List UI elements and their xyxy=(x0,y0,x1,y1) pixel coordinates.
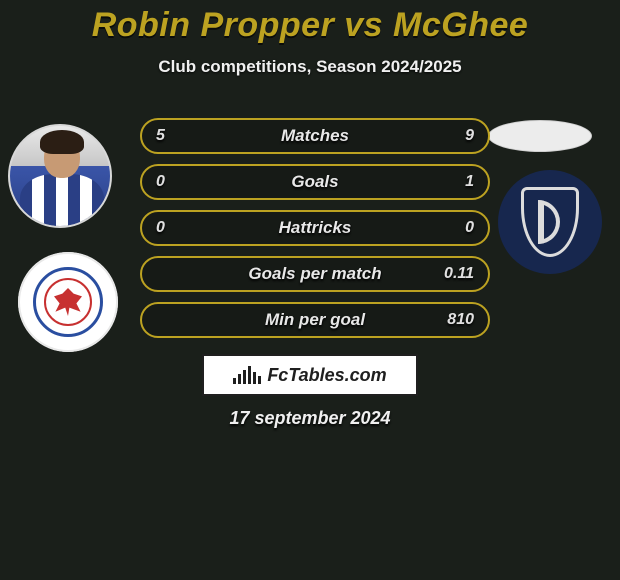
stat-label: Min per goal xyxy=(265,310,365,330)
stat-left-value: 0 xyxy=(156,219,165,237)
date-label: 17 september 2024 xyxy=(0,408,620,429)
stat-pill: Min per goal 810 xyxy=(140,302,490,338)
brand-text: FcTables.com xyxy=(267,365,386,386)
stat-right-value: 810 xyxy=(447,311,474,329)
stat-row: Matches 5 9 xyxy=(0,118,620,154)
bar-icon xyxy=(233,378,236,384)
stat-pill: Matches 5 9 xyxy=(140,118,490,154)
stat-row: Goals per match 0.11 xyxy=(0,256,620,292)
stat-right-value: 0.11 xyxy=(444,265,474,283)
stat-pill: Hattricks 0 0 xyxy=(140,210,490,246)
stat-pill: Goals per match 0.11 xyxy=(140,256,490,292)
bar-icon xyxy=(253,372,256,384)
stat-right-value: 1 xyxy=(465,173,474,191)
page-title: Robin Propper vs McGhee xyxy=(0,0,620,45)
stat-right-value: 9 xyxy=(465,127,474,145)
bar-icon xyxy=(238,374,241,384)
stat-row: Min per goal 810 xyxy=(0,302,620,338)
stat-label: Matches xyxy=(281,126,349,146)
stat-left-value: 5 xyxy=(156,127,165,145)
stat-left-value: 0 xyxy=(156,173,165,191)
stat-label: Hattricks xyxy=(279,218,352,238)
comparison-card: Robin Propper vs McGhee Club competition… xyxy=(0,0,620,580)
stat-row: Goals 0 1 xyxy=(0,164,620,200)
brand-watermark: FcTables.com xyxy=(202,354,418,396)
bar-icon xyxy=(243,370,246,384)
stats-table: Matches 5 9 Goals 0 1 Hattricks 0 0 Goals per mat… xyxy=(0,118,620,348)
subtitle: Club competitions, Season 2024/2025 xyxy=(0,57,620,77)
brand-bars-icon xyxy=(233,366,261,384)
stat-right-value: 0 xyxy=(465,219,474,237)
stat-pill: Goals 0 1 xyxy=(140,164,490,200)
stat-row: Hattricks 0 0 xyxy=(0,210,620,246)
bar-icon xyxy=(248,366,251,384)
stat-label: Goals per match xyxy=(248,264,381,284)
bar-icon xyxy=(258,376,261,384)
stat-label: Goals xyxy=(291,172,338,192)
